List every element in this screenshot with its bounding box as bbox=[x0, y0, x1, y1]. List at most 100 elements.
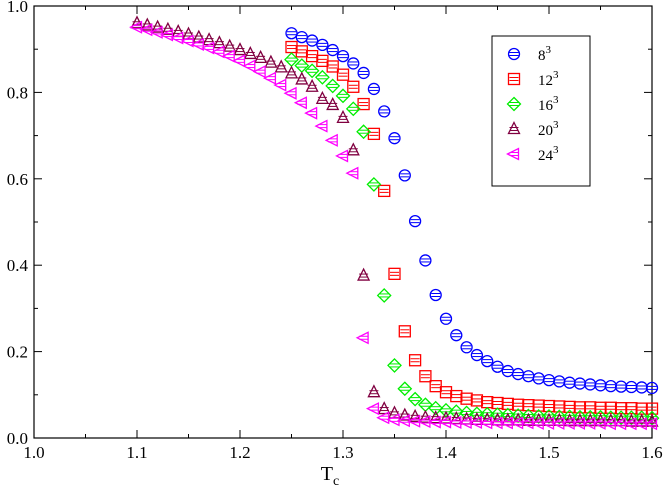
data-point bbox=[408, 214, 422, 228]
y-tick-label: 0.8 bbox=[7, 83, 28, 102]
legend-label: 163 bbox=[538, 94, 559, 114]
data-point bbox=[408, 214, 422, 228]
data-point bbox=[180, 34, 194, 48]
data-point bbox=[201, 41, 215, 55]
data-point bbox=[365, 402, 380, 416]
data-point bbox=[573, 401, 587, 414]
data-point bbox=[316, 54, 329, 68]
data-point bbox=[582, 409, 598, 425]
data-point bbox=[522, 399, 535, 412]
data-point bbox=[429, 288, 442, 302]
data-point bbox=[252, 65, 266, 79]
series-16 bbox=[284, 52, 660, 426]
data-point bbox=[357, 267, 371, 281]
data-point bbox=[645, 381, 659, 395]
data-point bbox=[149, 25, 163, 39]
data-point bbox=[460, 392, 473, 405]
data-point bbox=[387, 358, 402, 373]
data-point bbox=[293, 96, 307, 110]
y-tick-label: 0.6 bbox=[7, 170, 28, 189]
legend-label-exponent: 3 bbox=[553, 144, 559, 156]
data-point bbox=[407, 391, 423, 407]
data-point bbox=[335, 149, 349, 163]
legend-label: 123 bbox=[538, 69, 559, 89]
data-point bbox=[388, 132, 401, 145]
legend-label-exponent: 3 bbox=[553, 94, 559, 106]
data-point bbox=[336, 49, 350, 63]
data-point bbox=[305, 34, 319, 47]
data-point bbox=[325, 78, 341, 94]
data-point bbox=[366, 176, 382, 192]
data-point bbox=[460, 341, 473, 354]
data-point bbox=[532, 399, 545, 412]
data-point bbox=[644, 417, 658, 431]
data-point bbox=[644, 410, 660, 426]
data-point bbox=[635, 402, 648, 415]
data-point bbox=[180, 34, 194, 48]
y-tick-label: 0.0 bbox=[7, 429, 28, 448]
data-point bbox=[450, 329, 463, 342]
data-point bbox=[139, 23, 153, 37]
data-point bbox=[593, 409, 608, 425]
data-point bbox=[201, 41, 215, 55]
x-axis-title-main: T bbox=[321, 463, 333, 485]
data-point bbox=[584, 378, 597, 391]
data-point bbox=[315, 90, 329, 105]
data-point bbox=[635, 402, 648, 415]
data-point bbox=[254, 49, 268, 63]
legend-label-base: 24 bbox=[538, 148, 554, 164]
data-point bbox=[376, 288, 392, 303]
data-point bbox=[542, 373, 556, 387]
data-point bbox=[314, 69, 330, 85]
data-point bbox=[304, 106, 318, 120]
data-point bbox=[584, 401, 597, 414]
legend-marker bbox=[506, 147, 520, 161]
data-point bbox=[355, 331, 369, 345]
data-point bbox=[316, 38, 329, 52]
data-point bbox=[634, 410, 650, 426]
data-point bbox=[305, 49, 319, 63]
data-point bbox=[345, 166, 359, 180]
data-point bbox=[614, 380, 628, 393]
data-point bbox=[367, 82, 381, 96]
x-tick-label: 1.1 bbox=[126, 443, 147, 462]
legend-marker bbox=[506, 96, 522, 112]
data-point bbox=[603, 410, 619, 426]
data-point bbox=[274, 59, 288, 73]
data-point bbox=[439, 386, 453, 399]
x-tick-label: 1.2 bbox=[229, 443, 250, 462]
data-point bbox=[367, 127, 381, 141]
data-point bbox=[159, 28, 174, 42]
y-tick-label: 0.4 bbox=[7, 256, 29, 275]
data-point bbox=[450, 389, 463, 403]
data-point bbox=[345, 101, 361, 117]
data-point bbox=[584, 401, 597, 414]
legend-marker bbox=[507, 72, 521, 86]
data-point bbox=[532, 372, 545, 385]
data-point bbox=[326, 43, 339, 57]
data-point bbox=[347, 80, 360, 93]
data-point bbox=[553, 375, 566, 388]
data-point bbox=[491, 360, 504, 373]
x-tick-label: 1.4 bbox=[435, 443, 457, 462]
data-point bbox=[221, 49, 235, 63]
data-point bbox=[347, 80, 360, 93]
data-point bbox=[377, 401, 391, 415]
data-point bbox=[511, 398, 525, 411]
data-point bbox=[397, 381, 413, 397]
data-point bbox=[563, 376, 576, 389]
data-point bbox=[491, 396, 504, 410]
data-point bbox=[470, 348, 484, 362]
data-point bbox=[450, 329, 463, 342]
data-point bbox=[304, 63, 320, 79]
data-point bbox=[408, 354, 422, 367]
data-point bbox=[376, 288, 392, 303]
data-point bbox=[439, 312, 453, 325]
axis-ticks: 1.0 1.1 1.2 1.3 1.4 1.5 1.6 0.0 0.2 0.4 0.6 0.8 1.0 bbox=[7, 0, 663, 462]
data-point bbox=[316, 38, 329, 52]
data-point bbox=[470, 348, 484, 362]
data-point bbox=[357, 66, 370, 80]
data-point bbox=[336, 68, 350, 81]
data-point bbox=[428, 400, 444, 416]
